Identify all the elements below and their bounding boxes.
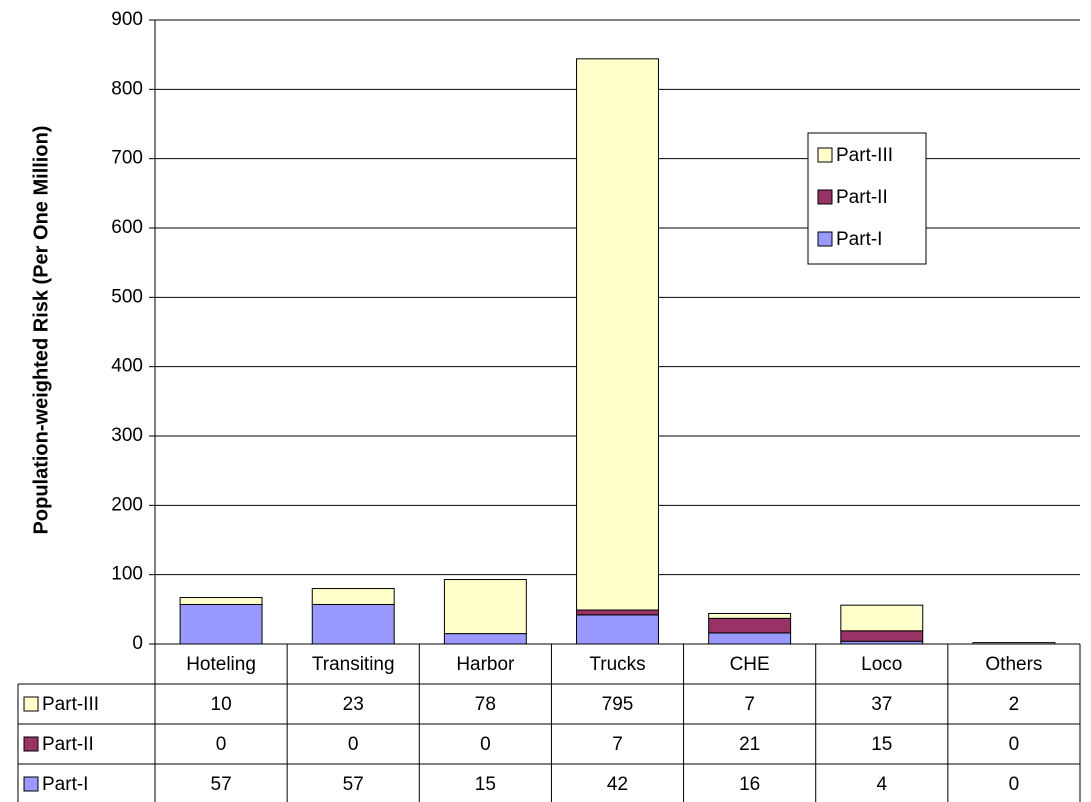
y-tick-label: 600 bbox=[111, 217, 143, 238]
table-cell: 23 bbox=[343, 694, 364, 715]
bar-segment bbox=[576, 58, 659, 611]
bar-segment bbox=[576, 614, 659, 645]
y-tick-label: 700 bbox=[111, 148, 143, 169]
legend-label: Part-I bbox=[836, 229, 882, 250]
bar-segment bbox=[311, 603, 395, 645]
y-tick-label: 200 bbox=[111, 494, 143, 515]
legend-swatch bbox=[817, 147, 833, 163]
y-tick-label: 500 bbox=[111, 286, 143, 307]
x-tick-label: CHE bbox=[730, 654, 770, 675]
table-cell: 0 bbox=[1009, 734, 1020, 755]
table-cell: 0 bbox=[1009, 774, 1020, 795]
bar-segment bbox=[179, 597, 263, 605]
legend-label: Part-III bbox=[836, 145, 893, 166]
y-tick-label: 900 bbox=[111, 9, 143, 30]
table-cell: 78 bbox=[475, 694, 496, 715]
table-legend-swatch bbox=[23, 736, 39, 752]
table-cell: 15 bbox=[475, 774, 496, 795]
bar-segment bbox=[708, 617, 792, 634]
table-cell: 57 bbox=[211, 774, 232, 795]
y-tick-label: 800 bbox=[111, 78, 143, 99]
bar-segment bbox=[443, 579, 527, 635]
legend-swatch bbox=[817, 189, 833, 205]
table-cell: 0 bbox=[216, 734, 227, 755]
x-tick-label: Transiting bbox=[312, 654, 395, 675]
bar-segment bbox=[708, 612, 792, 619]
y-axis-label: Population-weighted Risk (Per One Millio… bbox=[30, 126, 52, 535]
x-tick-label: Loco bbox=[861, 654, 902, 675]
table-row-label: Part-III bbox=[42, 694, 99, 715]
table-cell: 16 bbox=[739, 774, 760, 795]
table-row-label: Part-I bbox=[42, 774, 88, 795]
table-cell: 57 bbox=[343, 774, 364, 795]
x-tick-label: Others bbox=[985, 654, 1042, 675]
bar-segment bbox=[708, 632, 792, 645]
x-tick-label: Hoteling bbox=[186, 654, 256, 675]
table-row-label: Part-II bbox=[42, 734, 94, 755]
x-tick-label: Trucks bbox=[589, 654, 645, 675]
x-tick-label: Harbor bbox=[456, 654, 515, 675]
bar-segment bbox=[576, 609, 659, 616]
legend-swatch bbox=[817, 231, 833, 247]
table-cell: 7 bbox=[612, 734, 623, 755]
y-tick-label: 300 bbox=[111, 425, 143, 446]
table-legend-swatch bbox=[23, 776, 39, 792]
table-cell: 15 bbox=[871, 734, 892, 755]
y-tick-label: 0 bbox=[132, 633, 143, 654]
table-cell: 21 bbox=[739, 734, 760, 755]
y-tick-label: 400 bbox=[111, 356, 143, 377]
bar-segment bbox=[840, 630, 924, 642]
legend-label: Part-II bbox=[836, 187, 888, 208]
bar-segment bbox=[179, 603, 263, 645]
table-cell: 795 bbox=[602, 694, 634, 715]
bar-segment bbox=[840, 604, 924, 632]
table-cell: 37 bbox=[871, 694, 892, 715]
table-cell: 0 bbox=[348, 734, 359, 755]
bar-segment bbox=[443, 633, 527, 645]
table-cell: 7 bbox=[744, 694, 755, 715]
table-cell: 10 bbox=[211, 694, 232, 715]
table-cell: 0 bbox=[480, 734, 491, 755]
bar-segment bbox=[311, 588, 395, 605]
table-cell: 4 bbox=[876, 774, 887, 795]
y-tick-label: 100 bbox=[111, 564, 143, 585]
table-legend-swatch bbox=[23, 696, 39, 712]
table-cell: 42 bbox=[607, 774, 628, 795]
table-cell: 2 bbox=[1009, 694, 1020, 715]
